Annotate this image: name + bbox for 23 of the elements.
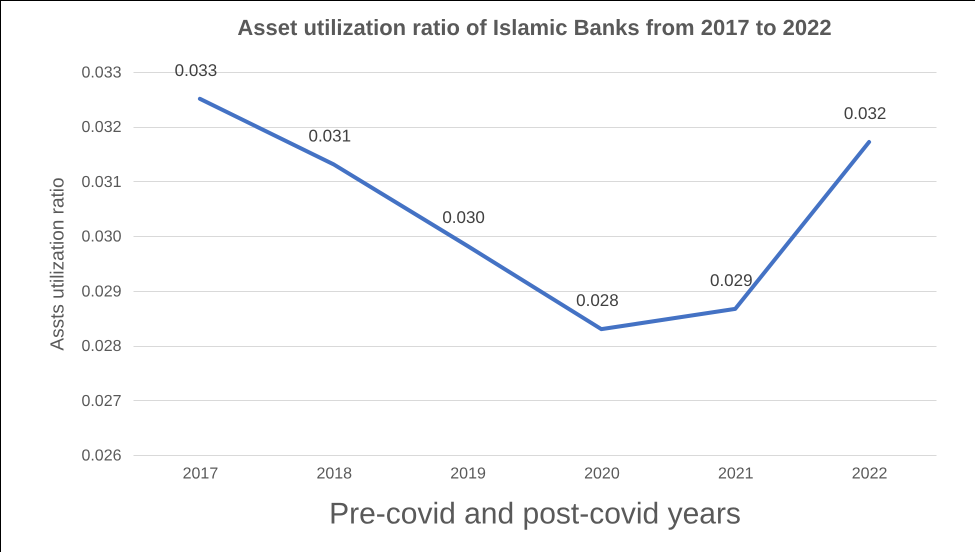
y-tick-label: 0.030 xyxy=(81,228,122,246)
y-tick-label: 0.029 xyxy=(81,283,122,300)
x-tick-label: 2019 xyxy=(450,466,486,482)
data-label: 0.028 xyxy=(576,291,619,310)
y-tick-label: 0.026 xyxy=(81,448,122,464)
x-tick-label: 2020 xyxy=(584,466,620,482)
y-axis-title: Assts utilization ratio xyxy=(47,177,68,351)
data-label: 0.033 xyxy=(174,60,218,80)
x-tick-label: 2018 xyxy=(316,466,352,482)
chart-title: Asset utilization ratio of Islamic Banks from 2017 to 2022 xyxy=(237,14,832,40)
y-tick-label: 0.031 xyxy=(81,174,122,191)
y-tick-label: 0.027 xyxy=(81,392,122,410)
data-label: 0.029 xyxy=(710,270,753,290)
y-tick-label: 0.033 xyxy=(81,64,122,82)
x-tick-label: 2017 xyxy=(182,466,218,482)
y-tick-label: 0.028 xyxy=(81,338,122,356)
y-tick-label: 0.032 xyxy=(81,119,122,136)
data-label: 0.030 xyxy=(442,208,485,227)
x-axis-title: Pre-covid and post-covid years xyxy=(329,498,741,530)
data-label: 0.031 xyxy=(308,126,352,146)
data-label: 0.032 xyxy=(844,104,886,124)
x-tick-label: 2021 xyxy=(718,466,754,482)
x-tick-label: 2022 xyxy=(852,466,888,482)
